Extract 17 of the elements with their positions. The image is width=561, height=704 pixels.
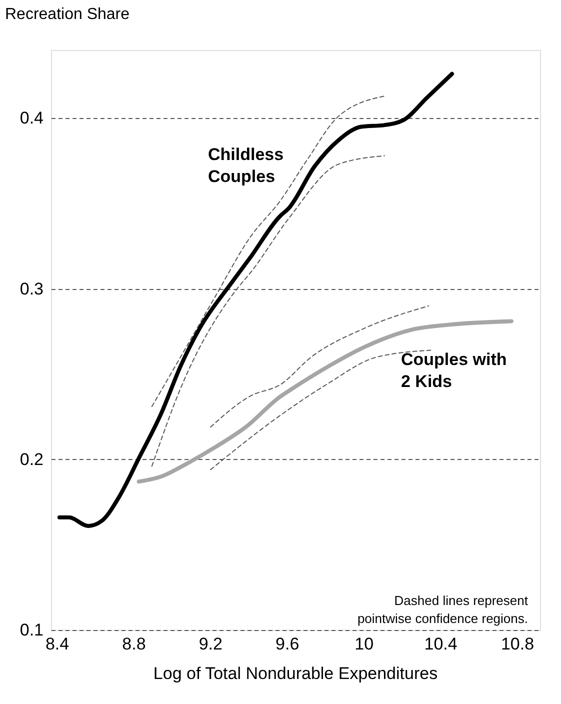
annotation: Dashed lines represent pointwise confidence regions. bbox=[357, 593, 528, 626]
series-label: Couples with 2 Kids bbox=[401, 350, 507, 391]
line-series bbox=[136, 319, 514, 484]
x-tick-label: 9.6 bbox=[276, 634, 300, 654]
x-tick-label: 10.8 bbox=[500, 634, 534, 654]
y-tick-label: 0.2 bbox=[20, 450, 44, 469]
x-tick-label: 10 bbox=[354, 634, 374, 654]
x-tick-label: 9.2 bbox=[198, 634, 222, 654]
y-tick-label: 0.4 bbox=[20, 108, 44, 128]
y-tick-label: 0.3 bbox=[20, 279, 44, 298]
x-axis-title: Log of Total Nondurable Expenditures bbox=[153, 664, 438, 683]
series-label: Childless Couples bbox=[208, 145, 284, 186]
y-axis-title: Recreation Share bbox=[5, 6, 130, 23]
x-tick-label: 8.4 bbox=[45, 634, 70, 654]
y-tick-label: 0.1 bbox=[20, 620, 44, 640]
x-tick-label: 10.4 bbox=[424, 634, 458, 654]
x-tick-label: 8.8 bbox=[122, 634, 146, 654]
